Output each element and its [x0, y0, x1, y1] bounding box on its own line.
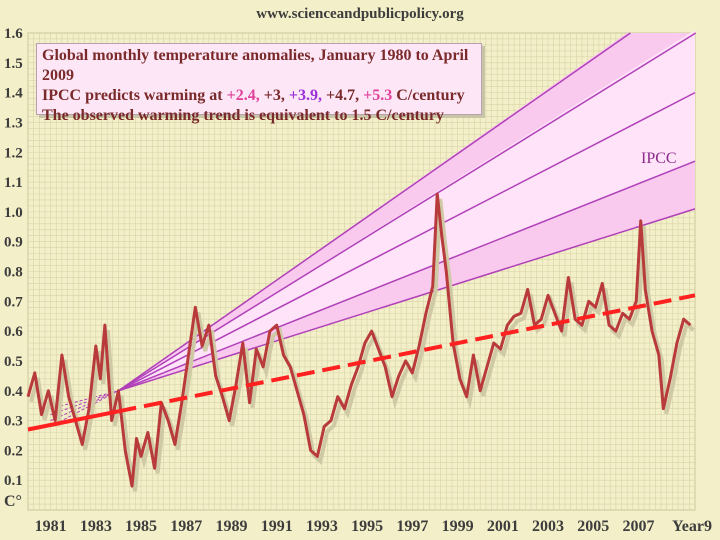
y-axis-ticks: 0.1 0.2 0.3 0.4 0.5 0.6 0.7 0.8 0.9 1.0 1.1 1.2 1.3 1… [4, 26, 23, 489]
legend-rate-3: +3.9, [288, 87, 322, 104]
x-tick-label: 2003 [532, 518, 564, 535]
ipcc-line-5 [118, 32, 631, 392]
y-tick-label: 1.2 [4, 145, 23, 161]
x-tick-label: 1985 [125, 518, 157, 535]
trend-line-dashed [118, 293, 696, 414]
y-tick-label: 1.5 [4, 56, 23, 72]
source-url: www.scienceandpublicpolicy.org [256, 6, 464, 22]
ipcc-label: IPCC [641, 150, 677, 167]
legend-observed-line: The observed warming trend is equivalent… [42, 107, 444, 124]
x-tick-label: 1987 [170, 518, 202, 535]
x-tick-label: Year9 [672, 518, 712, 535]
legend-rate-4: +4.7, [325, 87, 360, 104]
y-tick-label: 0.7 [4, 294, 23, 310]
x-tick-label: 1989 [215, 518, 247, 535]
x-tick-label: 2005 [577, 518, 609, 535]
x-tick-label: 2007 [622, 518, 654, 535]
y-tick-label: 0.3 [4, 414, 23, 430]
y-tick-label: 0.4 [4, 384, 23, 400]
y-tick-label: 1.6 [4, 26, 23, 42]
x-tick-label: 1993 [306, 518, 338, 535]
y-tick-label: 1.3 [4, 115, 23, 131]
legend-rates-suffix: C/century [392, 87, 465, 104]
x-tick-label: 1983 [80, 518, 112, 535]
y-tick-label: 1.0 [4, 205, 23, 221]
observed-series-line [26, 192, 692, 488]
ipcc-fan-line [50, 390, 119, 416]
ipcc-fan-line [50, 390, 119, 427]
legend-rate-2: +3, [263, 87, 285, 104]
ipcc-line-4 [118, 32, 697, 392]
x-tick-label: 1997 [396, 518, 428, 535]
x-tick-label: 2001 [487, 518, 519, 535]
legend-title: Global monthly temperature anomalies, Ja… [42, 47, 469, 84]
y-tick-label: 0.6 [4, 324, 23, 340]
y-tick-label: 0.2 [4, 443, 23, 459]
legend-rate-5: +5.3 [363, 87, 393, 104]
y-tick-label: 0.9 [4, 235, 23, 251]
legend-rate-1: +2.4, [226, 87, 260, 104]
y-tick-label: 0.5 [4, 354, 23, 370]
ipcc-fan-line [50, 390, 119, 422]
x-axis-ticks: 1981 1983 1985 1987 1989 1991 1993 1995 1997 1999… [35, 518, 712, 535]
y-axis-unit: C° [4, 493, 22, 510]
trend-line-solid [27, 409, 119, 432]
legend-box: Global monthly temperature anomalies, Ja… [36, 43, 482, 124]
y-tick-label: 0.1 [4, 473, 23, 489]
x-tick-label: 1995 [351, 518, 383, 535]
x-tick-label: 1991 [261, 518, 293, 535]
y-tick-label: 1.1 [4, 175, 23, 191]
y-tick-label: 1.4 [4, 86, 23, 102]
y-tick-label: 0.8 [4, 265, 23, 281]
legend-rates-prefix: IPCC predicts warming at [42, 87, 227, 104]
x-tick-label: 1981 [35, 518, 67, 535]
legend-rates-line: IPCC predicts warming at +2.4, +3, +3.9,… [42, 86, 476, 106]
x-tick-label: 1999 [442, 518, 474, 535]
